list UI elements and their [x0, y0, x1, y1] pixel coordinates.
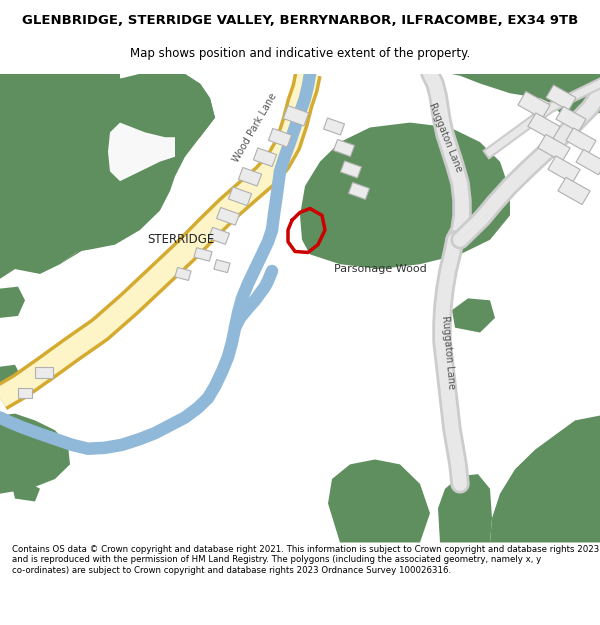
Text: Wood Park Lane: Wood Park Lane	[231, 91, 279, 164]
Bar	[208, 228, 230, 244]
Bar	[334, 139, 355, 156]
Bar	[576, 149, 600, 175]
Polygon shape	[108, 122, 175, 181]
Bar	[548, 156, 580, 183]
Polygon shape	[0, 443, 24, 472]
Bar	[518, 91, 550, 119]
Bar	[323, 118, 344, 135]
Bar	[566, 128, 596, 153]
Bar	[546, 85, 576, 111]
Polygon shape	[490, 416, 600, 542]
Bar	[238, 168, 262, 186]
Bar	[538, 134, 570, 162]
Bar	[229, 187, 251, 206]
Text: Ruggaton Lane: Ruggaton Lane	[440, 315, 456, 389]
Text: STERRIDGE: STERRIDGE	[148, 233, 215, 246]
Polygon shape	[452, 298, 495, 332]
Bar	[340, 161, 362, 178]
Polygon shape	[535, 74, 600, 115]
Bar	[214, 259, 230, 272]
Polygon shape	[0, 74, 130, 279]
Polygon shape	[300, 122, 510, 269]
Polygon shape	[0, 414, 70, 494]
Bar	[528, 113, 560, 140]
Polygon shape	[12, 482, 40, 501]
Bar	[556, 106, 586, 132]
Polygon shape	[80, 79, 175, 249]
Text: Contains OS data © Crown copyright and database right 2021. This information is : Contains OS data © Crown copyright and d…	[12, 545, 599, 575]
Bar	[253, 148, 277, 166]
Polygon shape	[0, 74, 30, 132]
Bar	[194, 248, 212, 261]
Text: Map shows position and indicative extent of the property.: Map shows position and indicative extent…	[130, 47, 470, 59]
Polygon shape	[60, 74, 215, 264]
Bar	[283, 106, 309, 126]
Polygon shape	[328, 459, 430, 542]
Bar	[268, 128, 292, 147]
Bar	[349, 182, 370, 199]
Text: Parsonage Wood: Parsonage Wood	[334, 264, 427, 274]
Polygon shape	[0, 365, 22, 391]
Bar	[558, 177, 590, 204]
Bar	[18, 388, 32, 398]
Bar	[35, 367, 53, 378]
Polygon shape	[0, 74, 215, 264]
Polygon shape	[0, 171, 25, 211]
Bar	[217, 208, 239, 225]
Polygon shape	[450, 74, 600, 118]
Polygon shape	[0, 287, 25, 318]
Bar	[175, 268, 191, 281]
Text: GLENBRIDGE, STERRIDGE VALLEY, BERRYNARBOR, ILFRACOMBE, EX34 9TB: GLENBRIDGE, STERRIDGE VALLEY, BERRYNARBO…	[22, 14, 578, 27]
Polygon shape	[438, 474, 492, 542]
Text: Ruggaton Lane: Ruggaton Lane	[427, 101, 463, 173]
